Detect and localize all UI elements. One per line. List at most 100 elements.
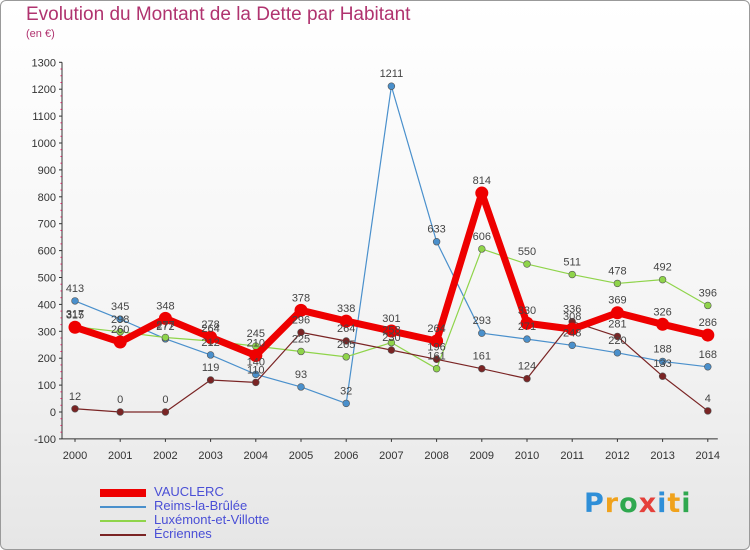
- data-label-vauclerc: 338: [337, 303, 355, 315]
- data-point-reims-la-brulee: [613, 349, 622, 357]
- data-point-reims-la-brulee: [478, 329, 486, 337]
- legend-item: VAUCLERC: [100, 485, 269, 499]
- data-point-ecriennes: [387, 346, 396, 354]
- logo-letter: x: [638, 488, 658, 519]
- y-tick-label: 1100: [32, 111, 56, 123]
- data-label-ecriennes: 133: [653, 358, 671, 370]
- data-point-reims-la-brulee: [71, 297, 79, 305]
- data-point-ecriennes: [161, 408, 170, 416]
- legend-label: Luxémont-et-Villotte: [154, 512, 270, 527]
- data-point-luxemont-et-villotte: [297, 347, 305, 356]
- data-point-vauclerc: [701, 328, 715, 342]
- data-label-ecriennes: 119: [202, 362, 220, 374]
- data-point-luxemont-et-villotte: [704, 301, 712, 310]
- data-point-luxemont-et-villotte: [658, 275, 667, 284]
- logo-letter: t: [667, 488, 682, 519]
- data-label-luxemont-et-villotte: 511: [563, 257, 581, 269]
- data-point-ecriennes: [252, 378, 260, 387]
- data-label-reims-la-brulee: 293: [473, 315, 491, 327]
- data-point-luxemont-et-villotte: [478, 245, 486, 253]
- data-point-reims-la-brulee: [704, 363, 712, 371]
- series-line-reims-la-brulee: [74, 85, 709, 404]
- legend-swatch: [100, 519, 146, 522]
- y-tick-label: 100: [38, 380, 56, 392]
- data-point-vauclerc: [249, 349, 263, 363]
- data-labels: 413 345 272 212 140 93 32 1211 633 293 271 248 220 18…: [66, 68, 717, 406]
- data-point-reims-la-brulee: [252, 370, 260, 379]
- chart-title: Evolution du Montant de la Dette par Hab…: [26, 4, 411, 25]
- x-tick-label: 2002: [153, 450, 177, 462]
- data-label-luxemont-et-villotte: 396: [699, 287, 717, 299]
- data-point-vauclerc: [113, 335, 127, 349]
- legend-item: Écriennes: [100, 527, 269, 541]
- logo-letter: i: [657, 488, 668, 519]
- proxiti-logo: Proxiti: [584, 488, 692, 519]
- x-tick-label: 2001: [108, 450, 132, 462]
- data-label-vauclerc: 315: [66, 309, 84, 321]
- data-label-vauclerc: 286: [699, 317, 717, 329]
- line-chart: -100010020030040050060070080090010001100…: [32, 57, 721, 462]
- data-point-ecriennes: [523, 374, 531, 383]
- chart-unit: (en €): [26, 28, 55, 40]
- data-label-reims-la-brulee: 272: [156, 321, 174, 333]
- logo-letter: r: [604, 488, 620, 519]
- data-point-reims-la-brulee: [206, 351, 215, 359]
- data-point-vauclerc: [430, 334, 444, 348]
- data-point-luxemont-et-villotte: [432, 364, 441, 373]
- data-label-luxemont-et-villotte: 258: [382, 325, 400, 337]
- data-point-reims-la-brulee: [297, 383, 305, 391]
- data-point-ecriennes: [478, 364, 486, 373]
- data-label-vauclerc: 260: [111, 324, 129, 336]
- data-point-ecriennes: [116, 408, 124, 416]
- logo-letter: i: [681, 488, 692, 519]
- x-tick-label: 2007: [379, 450, 403, 462]
- data-point-reims-la-brulee: [342, 399, 350, 408]
- data-point-luxemont-et-villotte: [161, 333, 170, 342]
- data-label-luxemont-et-villotte: 245: [247, 328, 265, 340]
- data-label-vauclerc: 278: [201, 319, 219, 331]
- y-tick-label: 0: [50, 407, 56, 419]
- y-tick-label: 500: [38, 273, 56, 285]
- data-point-reims-la-brulee: [432, 238, 441, 246]
- data-point-luxemont-et-villotte: [568, 270, 576, 279]
- data-label-vauclerc: 308: [563, 311, 581, 323]
- data-point-ecriennes: [704, 407, 712, 415]
- data-label-ecriennes: 296: [292, 314, 310, 326]
- data-point-ecriennes: [206, 376, 215, 384]
- data-label-luxemont-et-villotte: 550: [518, 246, 536, 258]
- data-label-luxemont-et-villotte: 492: [653, 262, 671, 274]
- data-label-reims-la-brulee: 168: [699, 349, 717, 361]
- data-point-vauclerc: [520, 316, 534, 330]
- x-tick-label: 2012: [605, 450, 629, 462]
- x-tick-label: 2000: [63, 450, 87, 462]
- data-point-ecriennes: [613, 332, 622, 341]
- data-label-ecriennes: 0: [117, 394, 123, 406]
- data-point-vauclerc: [384, 324, 398, 338]
- data-label-vauclerc: 330: [518, 305, 536, 317]
- legend-label: Écriennes: [154, 526, 212, 541]
- data-label-ecriennes: 336: [563, 304, 581, 316]
- data-label-reims-la-brulee: 188: [653, 343, 671, 355]
- x-tick-label: 2014: [696, 450, 720, 462]
- x-tick-label: 2008: [424, 450, 448, 462]
- legend-swatch: [100, 488, 146, 497]
- data-point-reims-la-brulee: [568, 341, 576, 349]
- data-label-ecriennes: 0: [162, 394, 168, 406]
- logo-letter: P: [584, 488, 605, 519]
- y-tick-label: 1200: [32, 84, 56, 96]
- series-lines: [68, 82, 715, 416]
- data-label-luxemont-et-villotte: 205: [337, 339, 355, 351]
- data-label-luxemont-et-villotte: 264: [201, 323, 219, 335]
- data-label-vauclerc: 378: [292, 292, 310, 304]
- legend-label: VAUCLERC: [154, 484, 224, 499]
- data-point-luxemont-et-villotte: [523, 260, 531, 268]
- data-point-vauclerc: [204, 330, 218, 344]
- data-label-reims-la-brulee: 271: [518, 321, 536, 333]
- y-tick-label: -100: [34, 434, 56, 446]
- y-tick-label: 1300: [32, 57, 56, 69]
- data-label-reims-la-brulee: 212: [201, 337, 219, 349]
- data-point-vauclerc: [294, 303, 308, 317]
- y-tick-label: 800: [38, 192, 56, 204]
- y-tick-label: 400: [38, 299, 56, 311]
- data-label-ecriennes: 12: [69, 391, 81, 403]
